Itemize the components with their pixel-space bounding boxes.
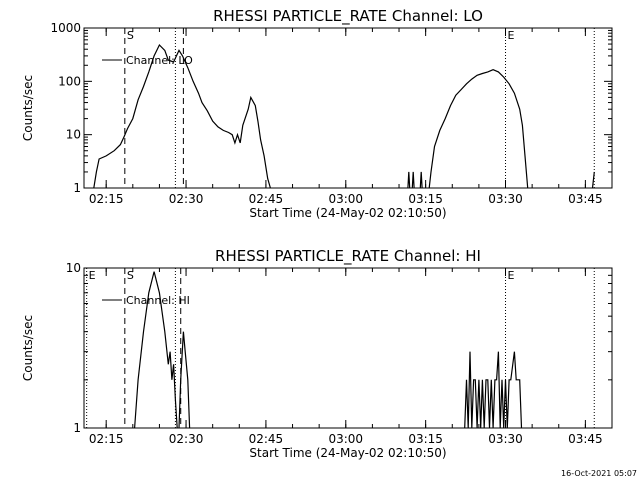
series-line <box>428 69 529 189</box>
series-line <box>419 171 423 189</box>
x-tick-label: 02:45 <box>249 192 284 206</box>
x-tick-label: 03:00 <box>328 432 363 446</box>
y-tick-label: 10 <box>66 261 81 275</box>
x-tick-label: 03:45 <box>568 432 603 446</box>
y-tick-label: 10 <box>66 128 81 142</box>
y-axis-label: Counts/sec <box>21 315 35 381</box>
marker-label: S <box>127 269 134 282</box>
y-axis-label: Counts/sec <box>21 75 35 141</box>
y-tick-label: 1 <box>73 421 81 435</box>
series-line <box>411 171 415 189</box>
x-tick-label: 02:45 <box>249 432 284 446</box>
y-tick-label: 1000 <box>50 21 81 35</box>
x-tick-label: 02:30 <box>169 192 204 206</box>
footer-timestamp: 16-Oct-2021 05:07 <box>561 469 637 478</box>
marker-label: E <box>508 269 515 282</box>
x-tick-label: 03:15 <box>408 432 443 446</box>
plot-frame <box>83 267 613 429</box>
series-line <box>178 331 191 429</box>
x-tick-label: 03:15 <box>408 192 443 206</box>
x-tick-label: 02:15 <box>89 432 124 446</box>
series-line <box>407 171 411 189</box>
plot-frame <box>83 27 613 189</box>
legend-label: Channel: HI <box>126 294 190 307</box>
x-axis-label: Start Time (24-May-02 02:10:50) <box>249 206 446 220</box>
x-axis-label: Start Time (24-May-02 02:10:50) <box>249 446 446 460</box>
x-tick-label: 02:15 <box>89 192 124 206</box>
x-tick-label: 03:00 <box>328 192 363 206</box>
y-tick-label: 100 <box>58 74 81 88</box>
chart-title: RHESSI PARTICLE_RATE Channel: LO <box>213 7 483 26</box>
panel-lo: RHESSI PARTICLE_RATE Channel: LO 02:15 02:… <box>21 7 613 220</box>
y-tick-label: 1 <box>73 181 81 195</box>
marker-label: S <box>127 29 134 42</box>
x-tick-label: 03:45 <box>568 192 603 206</box>
panel-hi: RHESSI PARTICLE_RATE Channel: HI 02:15 02:… <box>21 247 613 460</box>
series-line <box>591 171 595 189</box>
chart-title: RHESSI PARTICLE_RATE Channel: HI <box>215 247 481 266</box>
series-line <box>93 43 271 189</box>
x-tick-label: 03:30 <box>488 432 523 446</box>
marker-label: E <box>508 29 515 42</box>
x-tick-label: 02:30 <box>169 432 204 446</box>
marker-label: E <box>89 269 96 282</box>
series-line <box>134 271 178 429</box>
series-line <box>464 351 523 429</box>
x-tick-label: 03:30 <box>488 192 523 206</box>
